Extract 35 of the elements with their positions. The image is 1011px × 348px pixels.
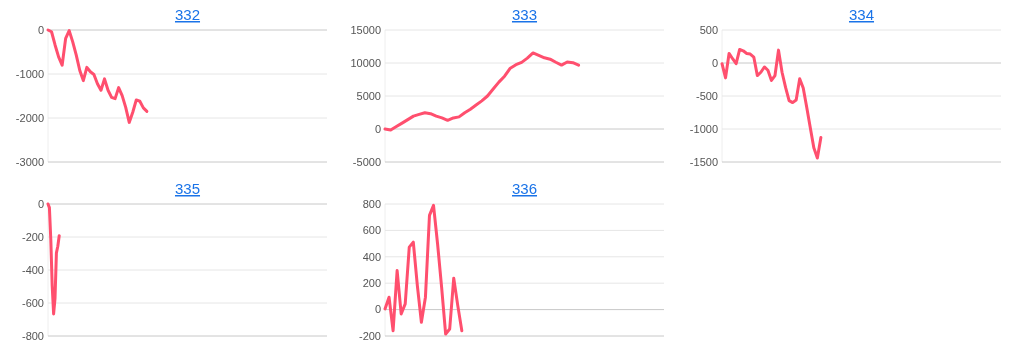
y-tick-label: 15000 xyxy=(350,23,381,36)
y-tick-label: 0 xyxy=(374,122,381,135)
y-tick-label: 5000 xyxy=(356,89,381,102)
y-tick-label: -600 xyxy=(21,296,44,309)
y-tick-label: -1500 xyxy=(689,155,718,168)
y-tick-label: -500 xyxy=(695,89,718,102)
y-tick-label: 600 xyxy=(362,224,381,237)
y-tick-label: -200 xyxy=(21,230,44,243)
y-tick-label: -400 xyxy=(21,263,44,276)
chart-title: 336 xyxy=(511,180,538,197)
chart-title: 333 xyxy=(511,6,538,23)
y-tick-label: 0 xyxy=(711,56,718,69)
y-tick-label: -5000 xyxy=(352,155,381,168)
chart-title: 334 xyxy=(848,6,875,23)
y-tick-label: 0 xyxy=(37,23,44,36)
y-tick-label: -2000 xyxy=(15,111,44,124)
y-tick-label: 10000 xyxy=(350,56,381,69)
y-tick-label: 0 xyxy=(374,303,381,316)
line-series xyxy=(46,28,149,124)
y-tick-label: -200 xyxy=(358,329,381,342)
line-series xyxy=(720,47,823,160)
y-tick-label: -3000 xyxy=(15,155,44,168)
y-tick-label: -800 xyxy=(21,329,44,342)
y-tick-label: -1000 xyxy=(689,122,718,135)
y-tick-label: 500 xyxy=(699,23,718,36)
line-series xyxy=(383,203,464,336)
line-series xyxy=(46,202,61,316)
chart-title: 335 xyxy=(174,180,201,197)
y-tick-label: 800 xyxy=(362,197,381,210)
y-tick-label: 400 xyxy=(362,250,381,263)
line-series xyxy=(383,51,581,132)
y-tick-label: 200 xyxy=(362,277,381,290)
y-tick-label: 0 xyxy=(37,197,44,210)
y-tick-label: -1000 xyxy=(15,67,44,80)
chart-title: 332 xyxy=(174,6,201,23)
